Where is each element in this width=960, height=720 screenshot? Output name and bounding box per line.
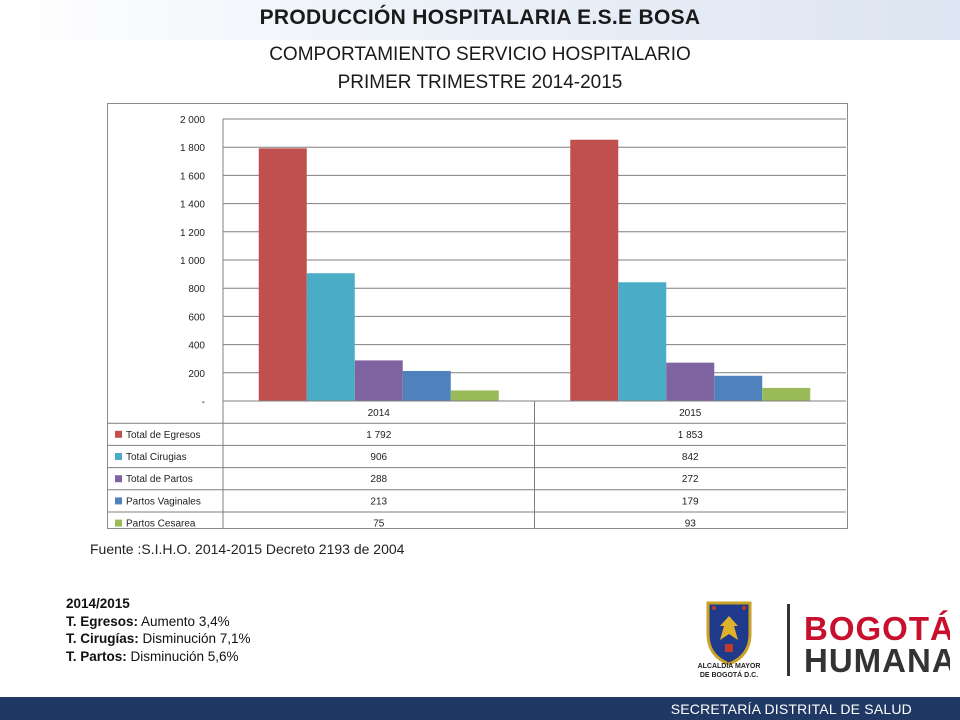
y-tick-label: - <box>202 397 205 408</box>
y-tick-label: 1 200 <box>180 228 205 239</box>
bar <box>258 148 307 401</box>
bar <box>618 282 667 401</box>
legend-label: Total de Partos <box>126 474 193 485</box>
chart-subtitle-line1: COMPORTAMIENTO SERVICIO HOSPITALARIO <box>269 44 691 65</box>
summary-text: Disminución 5,6% <box>126 648 239 664</box>
header-bar <box>0 0 960 40</box>
legend-swatch <box>115 430 122 438</box>
y-tick-label: 1 800 <box>180 143 205 154</box>
bar <box>354 360 403 401</box>
data-table-value: 906 <box>370 452 387 463</box>
data-table-value: 179 <box>682 496 699 507</box>
data-table-value: 213 <box>370 496 387 507</box>
y-tick-label: 1 400 <box>180 200 205 211</box>
legend-swatch <box>115 475 122 483</box>
logo-divider <box>787 604 790 676</box>
data-table-value: 272 <box>682 474 699 485</box>
data-table-value: 93 <box>685 519 697 528</box>
bar <box>450 390 499 401</box>
x-category-label: 2014 <box>368 408 391 419</box>
y-tick-label: 200 <box>188 369 205 380</box>
y-tick-label: 1 000 <box>180 256 205 267</box>
logos: ALCALDÍA MAYOR DE BOGOTÁ D.C. BOGOTÁ HUM… <box>698 601 956 679</box>
bar <box>570 139 619 402</box>
legend-swatch <box>115 453 122 460</box>
summary-label: T. Egresos: <box>66 613 139 629</box>
bar <box>402 370 451 401</box>
page-title: PRODUCCIÓN HOSPITALARIA E.S.E BOSA <box>259 6 701 29</box>
alcaldia-line1: ALCALDÍA MAYOR <box>698 661 761 670</box>
data-table-value: 842 <box>682 452 699 463</box>
y-tick-label: 2 000 <box>180 115 205 126</box>
summary-line-cirugias: T. Cirugías: Disminución 7,1% <box>66 630 251 648</box>
legend-swatch <box>115 519 122 527</box>
y-tick-label: 1 600 <box>180 171 205 182</box>
summary-box: 2014/2015 T. Egresos: Aumento 3,4% T. Ci… <box>66 595 251 665</box>
legend-label: Partos Vaginales <box>126 496 201 507</box>
bar-chart-with-data-table: - 200 400 600 800 1 000 1 200 1 400 1 600 1 800 2 … <box>108 115 846 535</box>
summary-text: Disminución 7,1% <box>138 631 251 646</box>
bar <box>306 273 355 401</box>
legend-label: Total de Egresos <box>126 430 201 441</box>
data-table-value: 75 <box>373 519 385 528</box>
summary-line-partos: T. Partos: Disminución 5,6% <box>66 648 251 666</box>
chart-frame: - 200 400 600 800 1 000 1 200 1 400 1 600 1 800 2 … <box>107 103 848 535</box>
x-category-label: 2015 <box>679 408 702 419</box>
legend-swatch <box>115 497 122 505</box>
legend-label: Total Cirugias <box>126 452 187 463</box>
y-tick-label: 400 <box>188 341 205 352</box>
legend-label: Partos Cesarea <box>126 519 196 528</box>
summary-line-egresos: T. Egresos: Aumento 3,4% <box>66 613 251 631</box>
data-table-value: 288 <box>370 474 387 485</box>
data-table-value: 1 853 <box>678 430 703 441</box>
y-tick-label: 800 <box>188 284 205 295</box>
source-note: Fuente :S.I.H.O. 2014-2015 Decreto 2193 … <box>90 541 405 557</box>
summary-label: T. Cirugías: <box>66 631 139 646</box>
summary-text: Aumento 3,4% <box>138 613 230 629</box>
bar <box>762 387 811 401</box>
logo-area: ALCALDÍA MAYOR DE BOGOTÁ D.C. BOGOTÁ HUM… <box>680 600 956 685</box>
data-table-value: 1 792 <box>366 430 391 441</box>
summary-label: T. Partos: <box>66 648 127 664</box>
footer-text: SECRETARÍA DISTRITAL DE SALUD <box>670 701 912 717</box>
bogota-coat-of-arms-icon <box>706 601 752 666</box>
bogota-brand-line2: HUMANA <box>804 642 950 679</box>
summary-period: 2014/2015 <box>66 596 130 611</box>
bogota-brand-line1: BOGOTÁ <box>804 610 950 647</box>
bar <box>714 375 763 401</box>
chart-subtitle-line2: PRIMER TRIMESTRE 2014-2015 <box>337 72 623 93</box>
alcaldia-line2: DE BOGOTÁ D.C. <box>700 670 758 679</box>
footer-bar: SECRETARÍA DISTRITAL DE SALUD <box>0 697 960 720</box>
bar <box>666 362 715 401</box>
y-tick-label: 600 <box>188 312 205 323</box>
